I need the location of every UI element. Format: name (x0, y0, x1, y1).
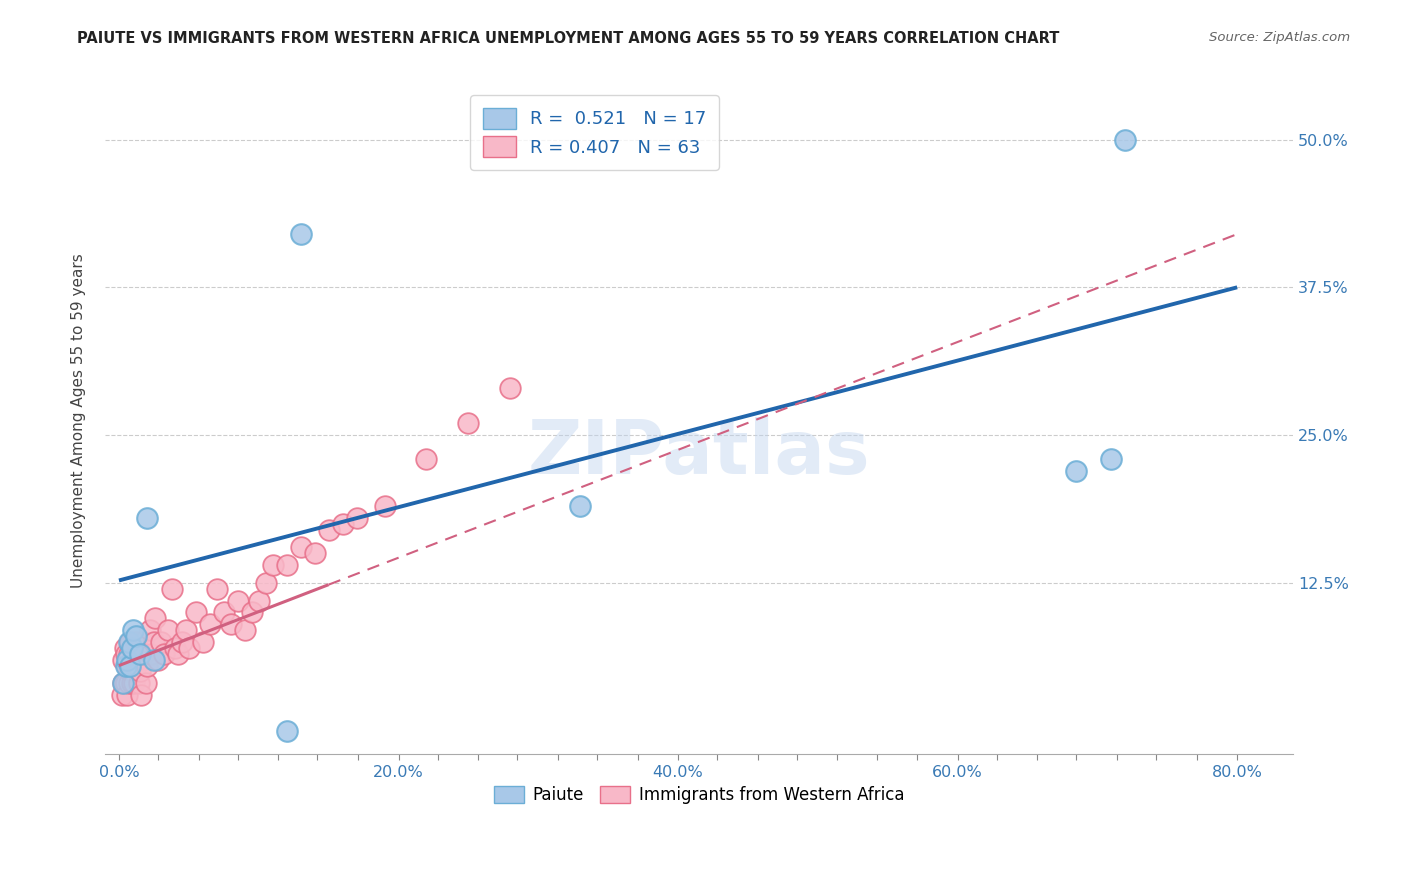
Point (114, 640, 136, 655)
Point (1099, 451, 1122, 466)
Point (128, 676, 150, 690)
Point (132, 635, 155, 649)
Point (115, 647, 138, 661)
Point (142, 653, 165, 667)
Point (131, 688, 153, 702)
Point (112, 676, 135, 690)
Point (118, 635, 141, 649)
Text: PAIUTE VS IMMIGRANTS FROM WESTERN AFRICA UNEMPLOYMENT AMONG AGES 55 TO 59 YEARS : PAIUTE VS IMMIGRANTS FROM WESTERN AFRICA… (77, 31, 1060, 46)
Point (135, 676, 157, 690)
Point (226, 593, 249, 607)
Point (499, 381, 522, 395)
Point (205, 582, 228, 596)
Point (332, 516, 354, 531)
Point (142, 635, 165, 649)
Point (125, 658, 148, 673)
Point (374, 499, 396, 513)
Point (276, 723, 298, 738)
Point (138, 623, 160, 637)
Point (117, 688, 139, 702)
Point (346, 510, 368, 524)
Point (129, 665, 152, 679)
Point (149, 635, 172, 649)
Point (212, 606, 235, 620)
Point (146, 653, 169, 667)
Point (114, 676, 136, 690)
Point (152, 647, 174, 661)
Point (262, 558, 284, 573)
Point (135, 658, 157, 673)
Point (177, 640, 200, 655)
Point (115, 676, 138, 690)
Point (125, 629, 148, 643)
Point (276, 558, 298, 573)
Point (254, 575, 277, 590)
Point (129, 647, 152, 661)
Point (118, 647, 141, 661)
Point (120, 665, 142, 679)
Legend: Paiute, Immigrants from Western Africa: Paiute, Immigrants from Western Africa (485, 778, 912, 813)
Point (122, 623, 145, 637)
Point (184, 606, 207, 620)
Text: ZIPatlas: ZIPatlas (527, 417, 870, 491)
Point (120, 635, 142, 649)
Point (118, 676, 141, 690)
Point (117, 653, 139, 667)
Point (112, 653, 135, 667)
Point (160, 582, 183, 596)
Point (318, 523, 340, 537)
Point (115, 658, 138, 673)
Point (120, 658, 142, 673)
Point (112, 676, 135, 690)
Point (174, 623, 197, 637)
Point (170, 635, 193, 649)
Point (219, 617, 242, 632)
Y-axis label: Unemployment Among Ages 55 to 59 years: Unemployment Among Ages 55 to 59 years (72, 253, 86, 588)
Point (290, 227, 312, 241)
Point (156, 623, 179, 637)
Point (117, 658, 139, 673)
Point (247, 593, 270, 607)
Point (163, 640, 186, 655)
Point (304, 546, 326, 560)
Point (191, 635, 214, 649)
Point (143, 611, 166, 625)
Point (121, 640, 143, 655)
Point (569, 499, 592, 513)
Point (127, 653, 149, 667)
Point (134, 647, 156, 661)
Point (111, 688, 134, 702)
Point (121, 653, 143, 667)
Point (233, 623, 256, 637)
Point (1114, 132, 1136, 146)
Point (135, 510, 157, 524)
Point (1066, 463, 1088, 477)
Point (125, 635, 148, 649)
Point (166, 647, 188, 661)
Point (121, 676, 143, 690)
Point (139, 647, 162, 661)
Point (124, 676, 146, 690)
Point (240, 606, 263, 620)
Point (290, 541, 312, 555)
Point (198, 617, 221, 632)
Text: Source: ZipAtlas.com: Source: ZipAtlas.com (1209, 31, 1350, 45)
Point (415, 451, 437, 466)
Point (122, 665, 145, 679)
Point (457, 416, 479, 430)
